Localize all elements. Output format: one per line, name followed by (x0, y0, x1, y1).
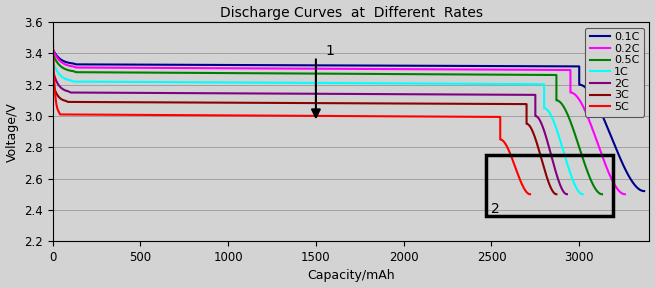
5C (50, 85, 58, 88)
Line: 2C: 2C (52, 69, 567, 194)
0.1C (151, 63, 159, 67)
Line: 1C: 1C (52, 60, 583, 194)
Y-axis label: Voltage/V: Voltage/V (5, 102, 18, 162)
Bar (486, 155, 612, 216)
0.2C (590, 132, 598, 135)
0.2C (621, 192, 629, 196)
0.1C (604, 126, 612, 130)
3C (48, 80, 56, 83)
Text: 1: 1 (326, 44, 335, 58)
0.2C (149, 66, 157, 70)
0.5C (572, 137, 580, 140)
0.5C (242, 71, 250, 75)
Line: 0.5C: 0.5C (52, 53, 602, 194)
5C (48, 24, 56, 27)
Line: 3C: 3C (52, 82, 556, 194)
2C (140, 91, 147, 95)
0.2C (609, 180, 617, 183)
Line: 0.2C: 0.2C (52, 49, 625, 194)
0.2C (48, 47, 56, 50)
Title: Discharge Curves  at  Different  Rates: Discharge Curves at Different Rates (219, 5, 483, 20)
0.1C (57, 58, 65, 61)
0.2C (57, 60, 65, 63)
5C (50, 61, 58, 65)
X-axis label: Capacity/mAh: Capacity/mAh (307, 270, 395, 283)
3C (226, 101, 234, 105)
2C (563, 192, 571, 196)
3C (546, 184, 553, 187)
0.2C (247, 67, 255, 70)
0.5C (147, 71, 155, 74)
1C (48, 58, 56, 61)
2C (55, 84, 63, 87)
1C (579, 192, 587, 196)
3C (536, 151, 544, 154)
Legend: 0.1C, 0.2C, 0.5C, 1C, 2C, 3C, 5C: 0.1C, 0.2C, 0.5C, 1C, 2C, 3C, 5C (585, 28, 644, 117)
1C (143, 80, 151, 84)
0.2C (52, 55, 60, 58)
0.1C (250, 63, 258, 67)
0.1C (52, 54, 60, 57)
Line: 5C: 5C (52, 25, 530, 194)
0.5C (52, 60, 60, 63)
0.1C (626, 176, 634, 179)
2C (231, 92, 239, 95)
5C (526, 192, 534, 196)
2C (48, 67, 56, 71)
2C (545, 146, 553, 149)
Text: 2: 2 (491, 202, 499, 216)
5C (510, 160, 517, 163)
3C (51, 88, 59, 92)
0.5C (588, 181, 596, 184)
2C (52, 77, 60, 81)
0.5C (598, 192, 606, 196)
1C (52, 67, 60, 71)
5C (519, 186, 527, 189)
0.5C (48, 52, 56, 55)
3C (552, 192, 560, 196)
5C (212, 113, 219, 117)
1C (557, 141, 565, 145)
Line: 0.1C: 0.1C (52, 49, 644, 191)
0.5C (57, 65, 65, 68)
0.1C (640, 190, 648, 193)
2C (556, 183, 564, 186)
0.1C (48, 47, 56, 50)
5C (125, 113, 133, 117)
1C (56, 73, 64, 76)
1C (571, 182, 578, 185)
3C (54, 94, 62, 97)
1C (236, 81, 244, 84)
3C (136, 101, 144, 104)
